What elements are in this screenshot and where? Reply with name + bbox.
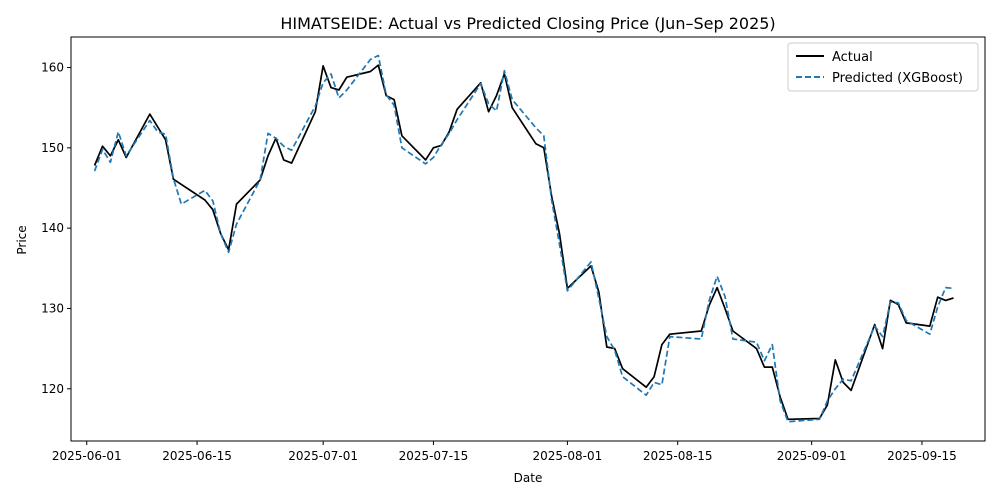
y-axis-label: Price — [15, 225, 29, 254]
x-tick-label: 2025-07-01 — [288, 449, 358, 463]
legend: Actual Predicted (XGBoost) — [787, 42, 979, 92]
x-axis-ticks: 2025-06-01 2025-06-15 2025-07-01 2025-07-15… — [52, 441, 957, 463]
legend-label-predicted: Predicted (XGBoost) — [832, 71, 963, 86]
legend-box — [787, 42, 979, 92]
chart-title: HIMATSEIDE: Actual vs Predicted Closing … — [280, 14, 775, 33]
x-tick-label: 2025-06-15 — [162, 449, 232, 463]
x-tick-label: 2025-08-01 — [533, 449, 603, 463]
y-tick-label: 150 — [41, 141, 64, 155]
x-axis-label: Date — [514, 471, 543, 485]
legend-label-actual: Actual — [832, 50, 873, 65]
plot-frame — [70, 36, 986, 442]
plot-area — [70, 36, 986, 442]
series-line-predicted — [93, 54, 954, 423]
y-axis-ticks: 120 130 140 150 160 — [41, 61, 71, 396]
x-tick-label: 2025-09-15 — [887, 449, 957, 463]
x-tick-label: 2025-09-01 — [777, 449, 847, 463]
series-layer — [93, 54, 954, 423]
y-tick-label: 160 — [41, 61, 64, 75]
x-tick-label: 2025-08-15 — [643, 449, 713, 463]
y-tick-label: 120 — [41, 382, 64, 396]
x-tick-label: 2025-07-15 — [399, 449, 469, 463]
x-tick-label: 2025-06-01 — [52, 449, 122, 463]
y-tick-label: 140 — [41, 221, 64, 235]
y-tick-label: 130 — [41, 301, 64, 315]
